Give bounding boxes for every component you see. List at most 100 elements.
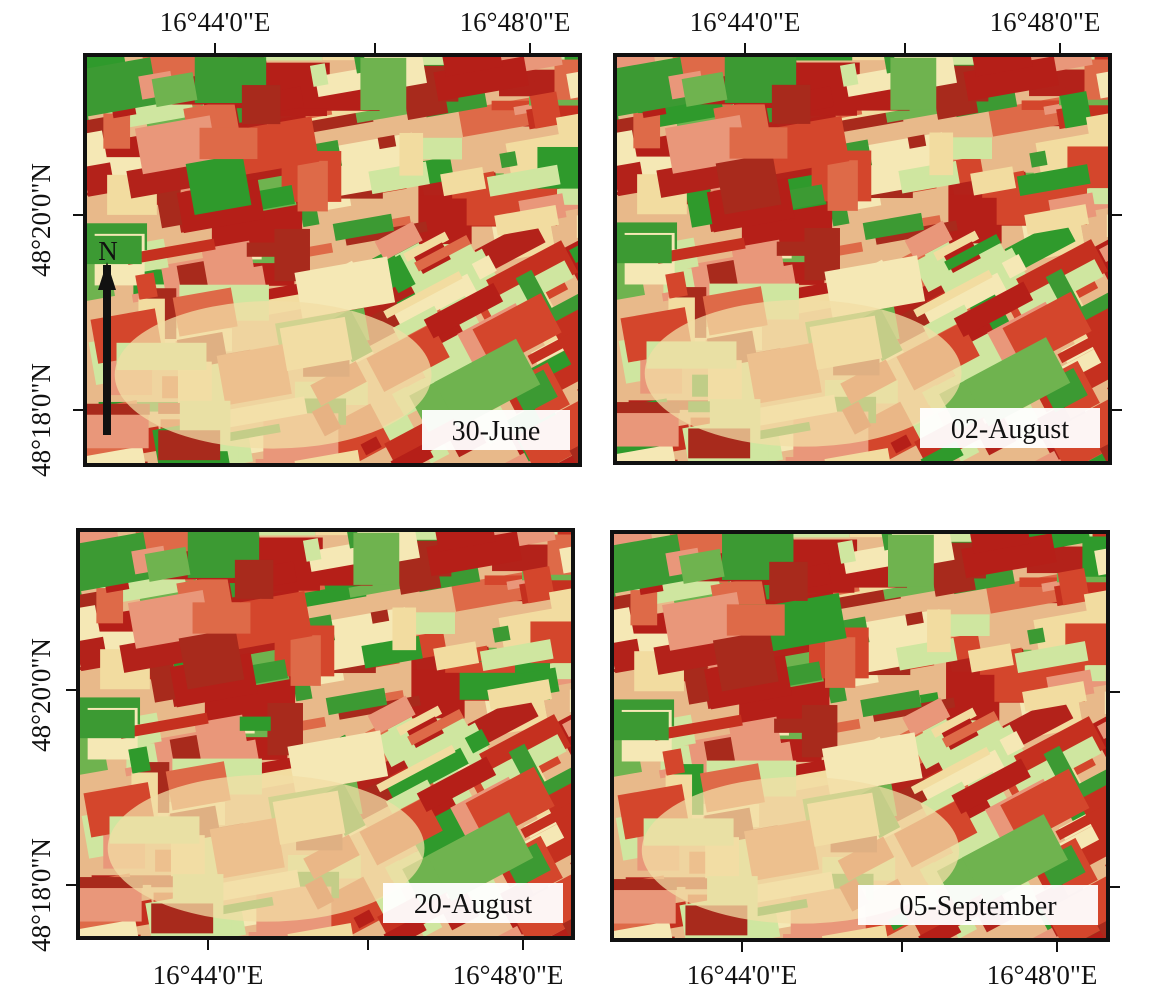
field — [360, 506, 402, 526]
field — [1130, 390, 1170, 425]
field — [298, 161, 328, 212]
field — [602, 937, 675, 982]
field — [716, 153, 782, 214]
field — [1113, 91, 1149, 144]
field — [57, 446, 151, 510]
field — [103, 113, 130, 148]
field — [392, 608, 416, 651]
longitude-label: 16°48'0"E — [460, 7, 571, 37]
field — [1121, 727, 1170, 803]
field — [825, 637, 855, 688]
field — [48, 236, 141, 264]
field — [888, 535, 934, 587]
field — [929, 133, 953, 176]
field — [1113, 117, 1170, 147]
field — [247, 243, 278, 257]
field — [96, 588, 123, 623]
field — [1108, 70, 1151, 95]
field — [1124, 383, 1167, 416]
field — [571, 545, 614, 570]
field — [605, 460, 678, 505]
longitude-label: 16°48'0"E — [990, 7, 1101, 37]
field — [713, 630, 779, 691]
field — [200, 128, 258, 159]
light-area — [108, 775, 425, 922]
map-panel — [48, 26, 690, 510]
field — [63, 887, 142, 921]
field — [587, 444, 681, 508]
field — [1121, 185, 1151, 229]
field — [772, 85, 810, 124]
field — [890, 58, 936, 110]
field — [581, 709, 613, 761]
field — [597, 889, 676, 923]
field — [186, 154, 252, 215]
field — [1113, 168, 1170, 214]
field — [1104, 58, 1170, 87]
light-area — [645, 300, 962, 447]
field — [578, 235, 671, 263]
longitude-label: 16°44'0"E — [690, 7, 801, 37]
light-area — [115, 301, 432, 449]
field — [242, 85, 280, 124]
field — [730, 127, 788, 158]
field — [584, 660, 614, 704]
longitude-label: 16°48'0"E — [987, 960, 1098, 990]
field — [360, 58, 406, 110]
field — [1120, 795, 1170, 847]
north-arrow-bar — [103, 265, 111, 435]
field — [179, 628, 245, 689]
field — [774, 719, 805, 733]
field — [777, 242, 808, 256]
page: {"panels": [ {"date": "30-June", "x_labe… — [0, 0, 1170, 991]
field — [575, 712, 668, 740]
field — [630, 590, 657, 625]
field — [1122, 860, 1165, 893]
field — [499, 151, 517, 168]
field — [1101, 867, 1170, 951]
field — [1120, 291, 1170, 354]
field — [75, 462, 148, 507]
field — [240, 717, 271, 731]
longitude-label: 16°44'0"E — [687, 960, 798, 990]
latitude-label: 48°20'0"N — [26, 638, 56, 752]
field — [547, 534, 613, 574]
field — [353, 533, 399, 585]
field — [68, 935, 141, 980]
field — [633, 113, 660, 148]
field — [1116, 711, 1148, 763]
field — [727, 604, 785, 635]
field — [1027, 628, 1045, 645]
field — [1029, 151, 1047, 168]
field — [50, 919, 144, 983]
field — [1122, 318, 1170, 370]
field — [769, 562, 807, 601]
field — [1119, 662, 1149, 706]
field — [1105, 692, 1159, 715]
north-label: N — [98, 236, 118, 266]
field — [1107, 357, 1170, 421]
figure: 16°44'0"E 16°48'0"E 48°20'0"N 48°18'0"N 30-J… — [0, 0, 1170, 991]
date-label: 20-August — [414, 889, 532, 920]
date-label: 05-September — [899, 891, 1057, 922]
field — [235, 560, 273, 599]
latitude-label: 48°18'0"N — [26, 363, 56, 477]
longitude-label: 16°44'0"E — [160, 7, 271, 37]
field — [600, 412, 679, 446]
field — [291, 635, 321, 686]
field — [1130, 210, 1170, 244]
field — [1105, 834, 1170, 898]
field — [1111, 645, 1170, 691]
date-label: 02-August — [951, 414, 1069, 445]
latitude-label: 48°20'0"N — [26, 163, 56, 277]
date-label: 30-June — [452, 416, 541, 447]
field — [1118, 768, 1170, 831]
field — [1102, 535, 1168, 564]
longitude-label: 16°44'0"E — [153, 960, 264, 990]
field — [895, 508, 937, 528]
field — [193, 602, 251, 633]
field — [1111, 568, 1147, 621]
field — [1128, 867, 1170, 902]
field — [1107, 215, 1161, 238]
map-panel — [41, 501, 683, 984]
